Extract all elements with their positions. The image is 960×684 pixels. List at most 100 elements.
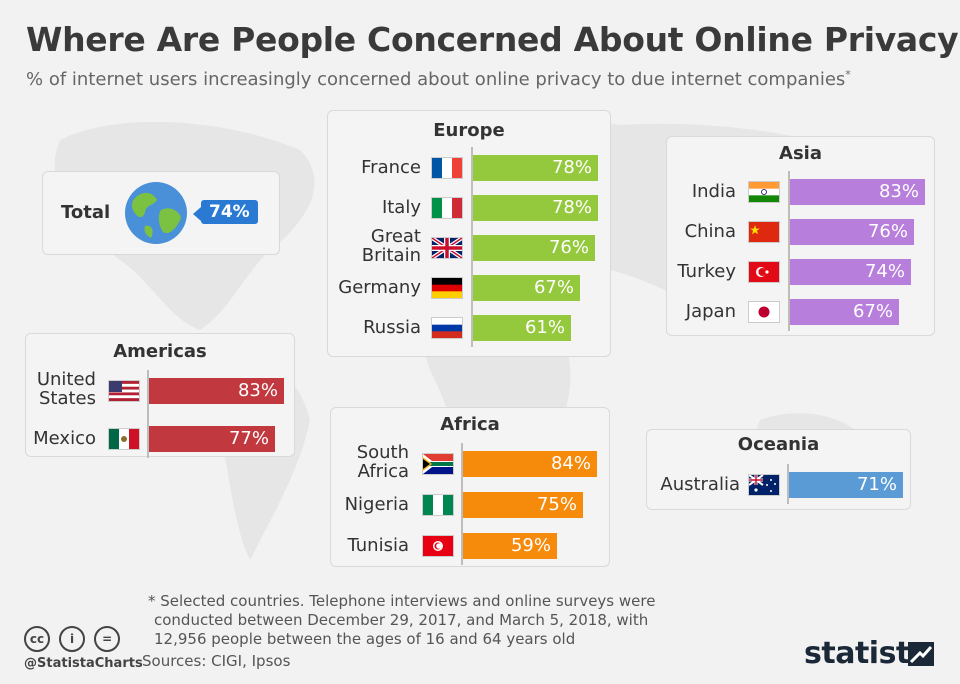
- bar: 76%: [790, 219, 914, 245]
- country-label: Japan: [686, 302, 736, 321]
- country-label-line: Tunisia: [347, 535, 410, 556]
- country-label-line: Russia: [363, 317, 421, 338]
- flag-icon-de: [431, 277, 463, 299]
- region-title: Africa: [440, 414, 500, 435]
- bar-value-label: 76%: [548, 237, 589, 258]
- bar-value-label: 67%: [852, 301, 893, 322]
- country-label-line: Britain: [361, 245, 421, 266]
- bar: 83%: [790, 179, 925, 205]
- flag-icon-jp: [748, 301, 780, 323]
- sources: Sources: CIGI, Ipsos: [142, 652, 291, 670]
- footnote: * Selected countries. Telephone intervie…: [148, 592, 655, 649]
- country-label-line: Turkey: [677, 261, 736, 282]
- bar: 61%: [473, 315, 571, 341]
- country-label-line: Nigeria: [344, 494, 409, 515]
- no-derivatives-icon: =: [94, 626, 121, 652]
- bar: 78%: [473, 195, 598, 221]
- subtitle-text: % of internet users increasingly concern…: [26, 69, 846, 90]
- region-title: Europe: [433, 120, 505, 141]
- flag-icon-it: [431, 197, 463, 219]
- subtitle-footnote-mark: *: [845, 68, 851, 81]
- flag-icon-mx: [108, 428, 140, 450]
- region-panel-africa: Africa South Africa 84% Nigeria 75% Tunisia 59…: [330, 407, 610, 567]
- region-panel-oceania: Oceania Australia 71%: [646, 429, 911, 510]
- bar-axis-line: [471, 147, 473, 347]
- bar-row: Australia 71%: [647, 470, 910, 500]
- bar: 75%: [463, 492, 583, 518]
- page-title: Where Are People Concerned About Online …: [26, 20, 960, 59]
- bar-row: France 78%: [328, 153, 610, 183]
- flag-icon-cn: [748, 221, 780, 243]
- bar-row: Nigeria 75%: [331, 490, 609, 520]
- bar-row: China 76%: [667, 217, 934, 247]
- attribution-icon: i: [59, 626, 86, 652]
- license-icons: cc i =: [24, 626, 124, 652]
- country-label: Germany: [338, 278, 421, 297]
- bar: 84%: [463, 451, 597, 477]
- region-panel-europe: Europe France 78% Italy 78% Great Britain 76% G…: [327, 110, 611, 357]
- country-label: India: [692, 182, 736, 201]
- twitter-handle: @StatistaCharts: [24, 656, 143, 671]
- footnote-line: conducted between December 29, 2017, and…: [154, 611, 649, 629]
- country-label-line: Australia: [660, 474, 740, 495]
- region-title: Asia: [779, 143, 822, 164]
- flag-icon-ru: [431, 317, 463, 339]
- bar-value-label: 61%: [524, 317, 565, 338]
- country-label-line: Italy: [381, 197, 421, 218]
- bar-value-label: 75%: [536, 494, 577, 515]
- bar-value-label: 74%: [864, 261, 905, 282]
- bar-value-label: 77%: [228, 428, 269, 449]
- globe-icon: [125, 182, 187, 244]
- bar: 67%: [473, 275, 580, 301]
- region-title: Americas: [113, 341, 207, 362]
- bar-row: India 83%: [667, 177, 934, 207]
- bar-row: Mexico 77%: [26, 424, 294, 454]
- country-label: Turkey: [677, 262, 736, 281]
- region-title: Oceania: [737, 434, 820, 455]
- country-label: Italy: [382, 198, 421, 217]
- country-label-line: India: [691, 181, 736, 202]
- flag-icon-us: [108, 380, 140, 402]
- country-label: China: [685, 222, 736, 241]
- flag-icon-za: [422, 453, 454, 475]
- bar-value-label: 71%: [856, 474, 897, 495]
- total-panel: Total 74%: [42, 171, 280, 255]
- bar-row: Tunisia 59%: [331, 531, 609, 561]
- flag-icon-in: [748, 181, 780, 203]
- bar-value-label: 84%: [550, 453, 591, 474]
- page-subtitle: % of internet users increasingly concern…: [26, 68, 851, 90]
- bar: 77%: [149, 426, 275, 452]
- bar-axis-line: [147, 370, 149, 458]
- bar-row: Great Britain 76%: [328, 227, 610, 265]
- bar: 74%: [790, 259, 911, 285]
- flag-icon-au: [748, 474, 780, 496]
- country-label: Great Britain: [362, 227, 421, 265]
- footnote-line: * Selected countries. Telephone intervie…: [148, 592, 656, 610]
- country-label-line: United: [36, 369, 96, 390]
- country-label: Mexico: [33, 429, 96, 448]
- bar-value-label: 83%: [237, 380, 278, 401]
- bar-value-label: 78%: [551, 157, 592, 178]
- total-label: Total: [61, 202, 111, 223]
- bar-row: Japan 67%: [667, 297, 934, 327]
- bar-row: Russia 61%: [328, 313, 610, 343]
- bar: 59%: [463, 533, 557, 559]
- flag-icon-ng: [422, 494, 454, 516]
- bar-axis-line: [787, 464, 789, 504]
- country-label-line: Mexico: [33, 428, 96, 449]
- bar-row: United States 83%: [26, 370, 294, 408]
- bar: 83%: [149, 378, 284, 404]
- bar-value-label: 76%: [867, 221, 908, 242]
- bar-value-label: 83%: [878, 181, 919, 202]
- country-label: United States: [37, 370, 96, 408]
- bar: 76%: [473, 235, 595, 261]
- bar-row: Turkey 74%: [667, 257, 934, 287]
- country-label: France: [361, 158, 421, 177]
- bar: 67%: [790, 299, 899, 325]
- flag-icon-tn: [422, 535, 454, 557]
- bar-axis-line: [461, 443, 463, 565]
- country-label: Tunisia: [348, 536, 410, 555]
- bar-value-label: 78%: [551, 197, 592, 218]
- bar: 71%: [789, 472, 903, 498]
- flag-icon-tr: [748, 261, 780, 283]
